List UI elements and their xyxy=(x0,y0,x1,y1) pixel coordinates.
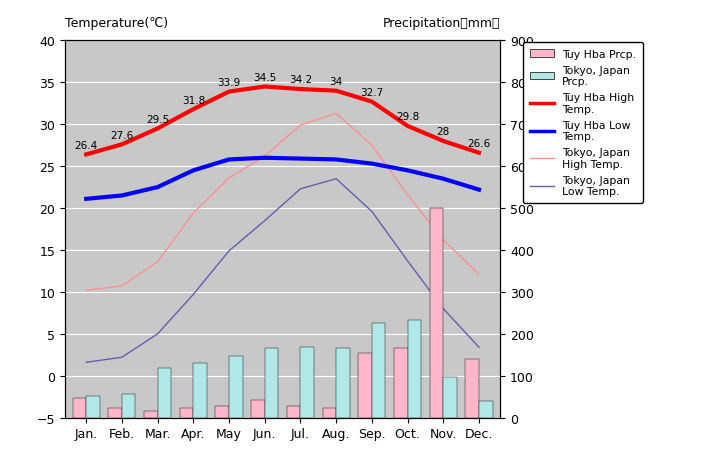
Bar xyxy=(251,400,265,418)
Text: Precipitation（mm）: Precipitation（mm） xyxy=(383,17,500,30)
Bar xyxy=(144,411,158,418)
Text: 34: 34 xyxy=(330,77,343,87)
Bar xyxy=(372,323,385,418)
Bar xyxy=(73,398,86,418)
Bar xyxy=(122,394,135,418)
Bar xyxy=(108,409,122,418)
Bar xyxy=(300,347,314,418)
Bar xyxy=(479,401,492,418)
Bar xyxy=(229,356,243,418)
Text: 28: 28 xyxy=(436,127,450,137)
Bar xyxy=(359,353,372,418)
Text: 31.8: 31.8 xyxy=(181,95,205,105)
Bar xyxy=(158,368,171,418)
Bar xyxy=(465,359,479,418)
Bar xyxy=(180,408,194,418)
Text: 29.5: 29.5 xyxy=(146,115,169,124)
Text: Temperature(℃): Temperature(℃) xyxy=(65,17,168,30)
Bar xyxy=(430,208,444,418)
Bar xyxy=(287,406,300,418)
Text: 26.6: 26.6 xyxy=(467,139,490,149)
Text: 32.7: 32.7 xyxy=(360,88,384,98)
Text: 26.4: 26.4 xyxy=(75,140,98,151)
Text: 33.9: 33.9 xyxy=(217,78,240,88)
Bar xyxy=(265,348,279,418)
Bar xyxy=(408,320,421,418)
Legend: Tuy Hba Prcp., Tokyo, Japan
Prcp., Tuy Hba High
Temp., Tuy Hba Low
Temp., Tokyo,: Tuy Hba Prcp., Tokyo, Japan Prcp., Tuy H… xyxy=(523,43,643,203)
Text: 34.2: 34.2 xyxy=(289,75,312,85)
Bar xyxy=(336,349,350,418)
Bar xyxy=(86,396,100,418)
Bar xyxy=(215,406,229,418)
Bar xyxy=(394,349,408,418)
Text: 27.6: 27.6 xyxy=(110,130,133,140)
Bar xyxy=(323,408,336,418)
Text: 29.8: 29.8 xyxy=(396,112,419,122)
Bar xyxy=(444,378,457,418)
Bar xyxy=(194,364,207,418)
Text: 34.5: 34.5 xyxy=(253,73,276,83)
